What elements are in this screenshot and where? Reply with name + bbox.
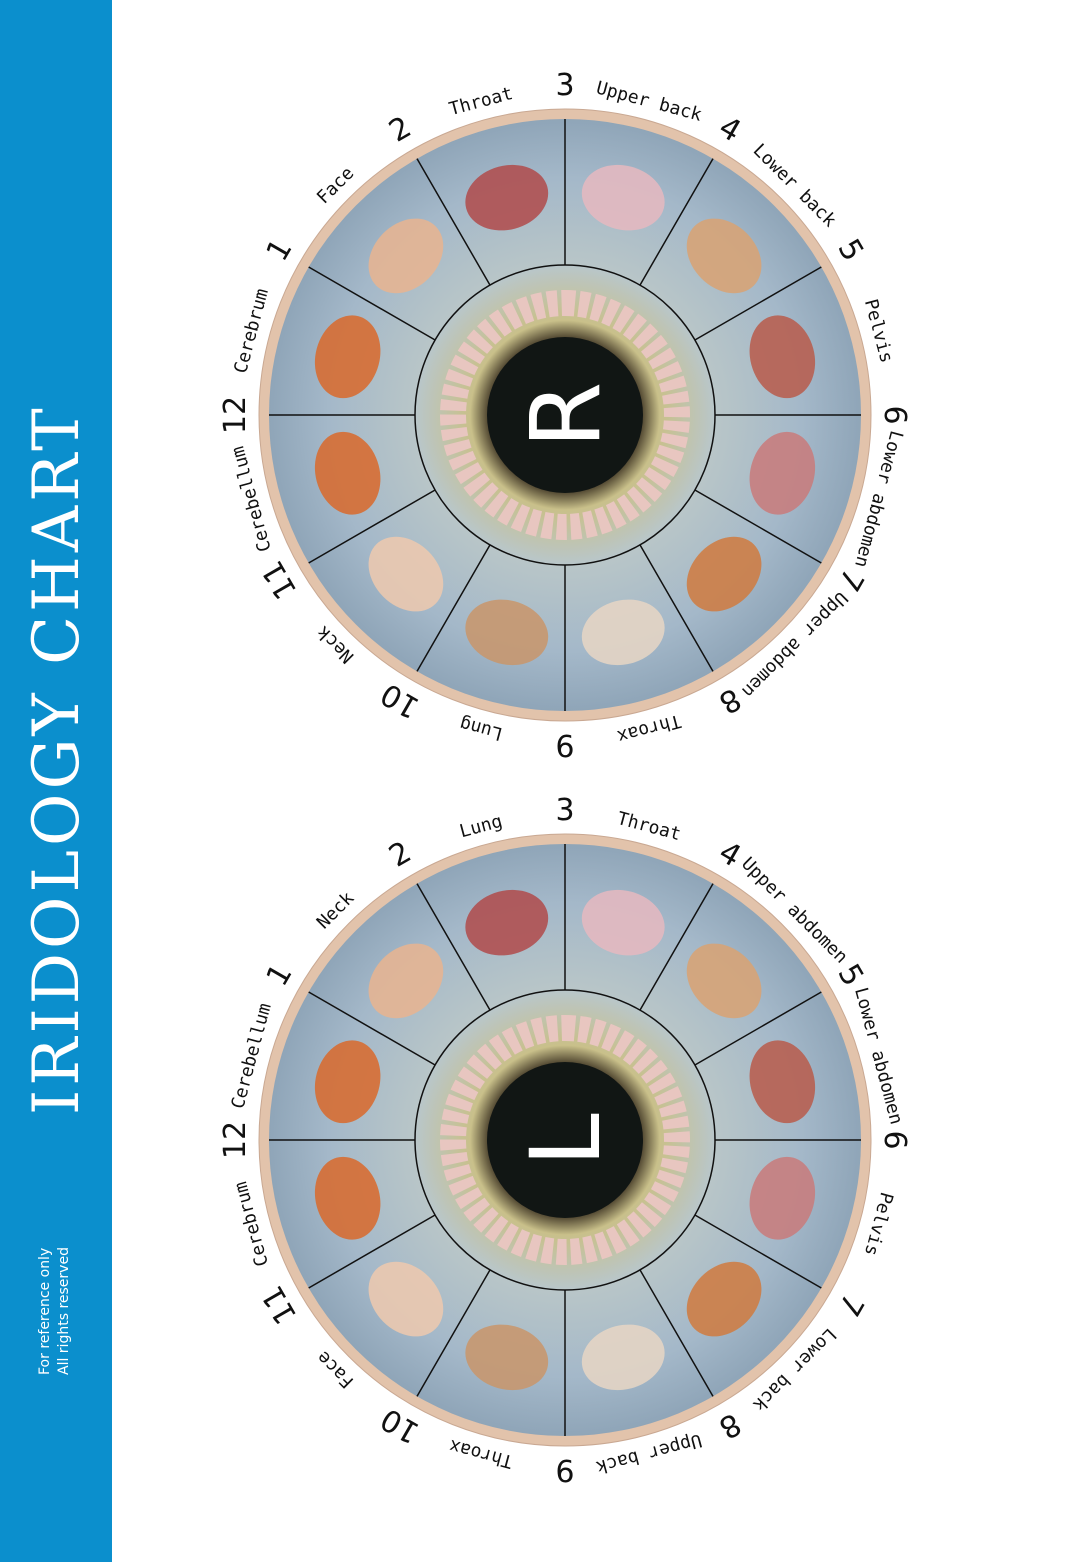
clock-number: 1	[260, 958, 300, 992]
organ-illustration-throat	[581, 889, 665, 956]
clock-number: 6	[877, 405, 912, 424]
sector-divider	[694, 489, 822, 564]
clock-number: 4	[713, 110, 747, 150]
inner-zone-ring	[414, 264, 716, 566]
zone-label: Lung	[457, 811, 504, 843]
clock-number: 2	[383, 835, 417, 875]
clock-number: 12	[218, 396, 253, 434]
sector-divider	[308, 1214, 436, 1289]
organ-illustration-throax	[581, 599, 665, 666]
organ-illustration-neck	[368, 943, 444, 1019]
organ-illustration-cerebellum	[314, 431, 381, 515]
clock-number: 3	[555, 68, 574, 103]
organ-illustration-lung	[465, 889, 549, 956]
clock-number: 1	[260, 233, 300, 267]
clock-number: 2	[383, 110, 417, 150]
sector-divider	[308, 266, 436, 341]
organ-illustration-lung	[465, 599, 549, 666]
clock-number: 7	[830, 1288, 870, 1322]
organ-illustration-throat	[465, 164, 549, 231]
organ-illustration-face	[368, 1261, 444, 1337]
sector-divider	[639, 544, 714, 672]
organ-illustration-upper-abdomen	[686, 536, 762, 612]
organ-illustration-face	[368, 218, 444, 294]
organ-illustration-cerebellum	[314, 1040, 381, 1124]
organ-illustration-pelvis	[749, 315, 816, 399]
intestine-ring	[440, 290, 690, 540]
sector-divider	[416, 158, 491, 286]
sector-divider	[308, 991, 436, 1066]
sector-divider	[639, 883, 714, 1011]
sector-divider	[639, 1269, 714, 1397]
sector-divider	[308, 489, 436, 564]
pupil	[487, 1062, 643, 1218]
eye-letter: L	[510, 1113, 622, 1166]
inner-zone-ring	[414, 989, 716, 1291]
intestine-ring	[440, 1015, 690, 1265]
sector-divider	[416, 883, 491, 1011]
organ-illustration-lower-abdomen	[749, 431, 816, 515]
organ-illustration-throax	[465, 1324, 549, 1391]
sector-divider	[639, 158, 714, 286]
pupil	[487, 337, 643, 493]
organ-illustration-cerebrum	[314, 315, 381, 399]
eye-letter: R	[510, 382, 622, 449]
clock-number: 9	[555, 727, 574, 762]
organ-illustration-lower-back	[686, 218, 762, 294]
organ-illustration-upper-abdomen	[686, 943, 762, 1019]
sector-divider	[694, 266, 822, 341]
sector-divider	[416, 1269, 491, 1397]
organ-illustration-upper-back	[581, 164, 665, 231]
sector-divider	[694, 1214, 822, 1289]
clock-number: 8	[713, 1405, 747, 1445]
clock-number: 6	[877, 1130, 912, 1149]
clock-number: 9	[555, 1452, 574, 1487]
zone-label: Lung	[457, 713, 504, 745]
clock-number: 12	[218, 1121, 253, 1159]
organ-illustration-lower-abdomen	[749, 1040, 816, 1124]
sector-divider	[416, 544, 491, 672]
organ-illustration-cerebrum	[314, 1156, 381, 1240]
organ-illustration-upper-back	[581, 1324, 665, 1391]
organ-illustration-lower-back	[686, 1261, 762, 1337]
clock-number: 3	[555, 793, 574, 828]
sector-divider	[694, 991, 822, 1066]
clock-number: 5	[830, 233, 870, 267]
organ-illustration-neck	[368, 536, 444, 612]
organ-illustration-pelvis	[749, 1156, 816, 1240]
